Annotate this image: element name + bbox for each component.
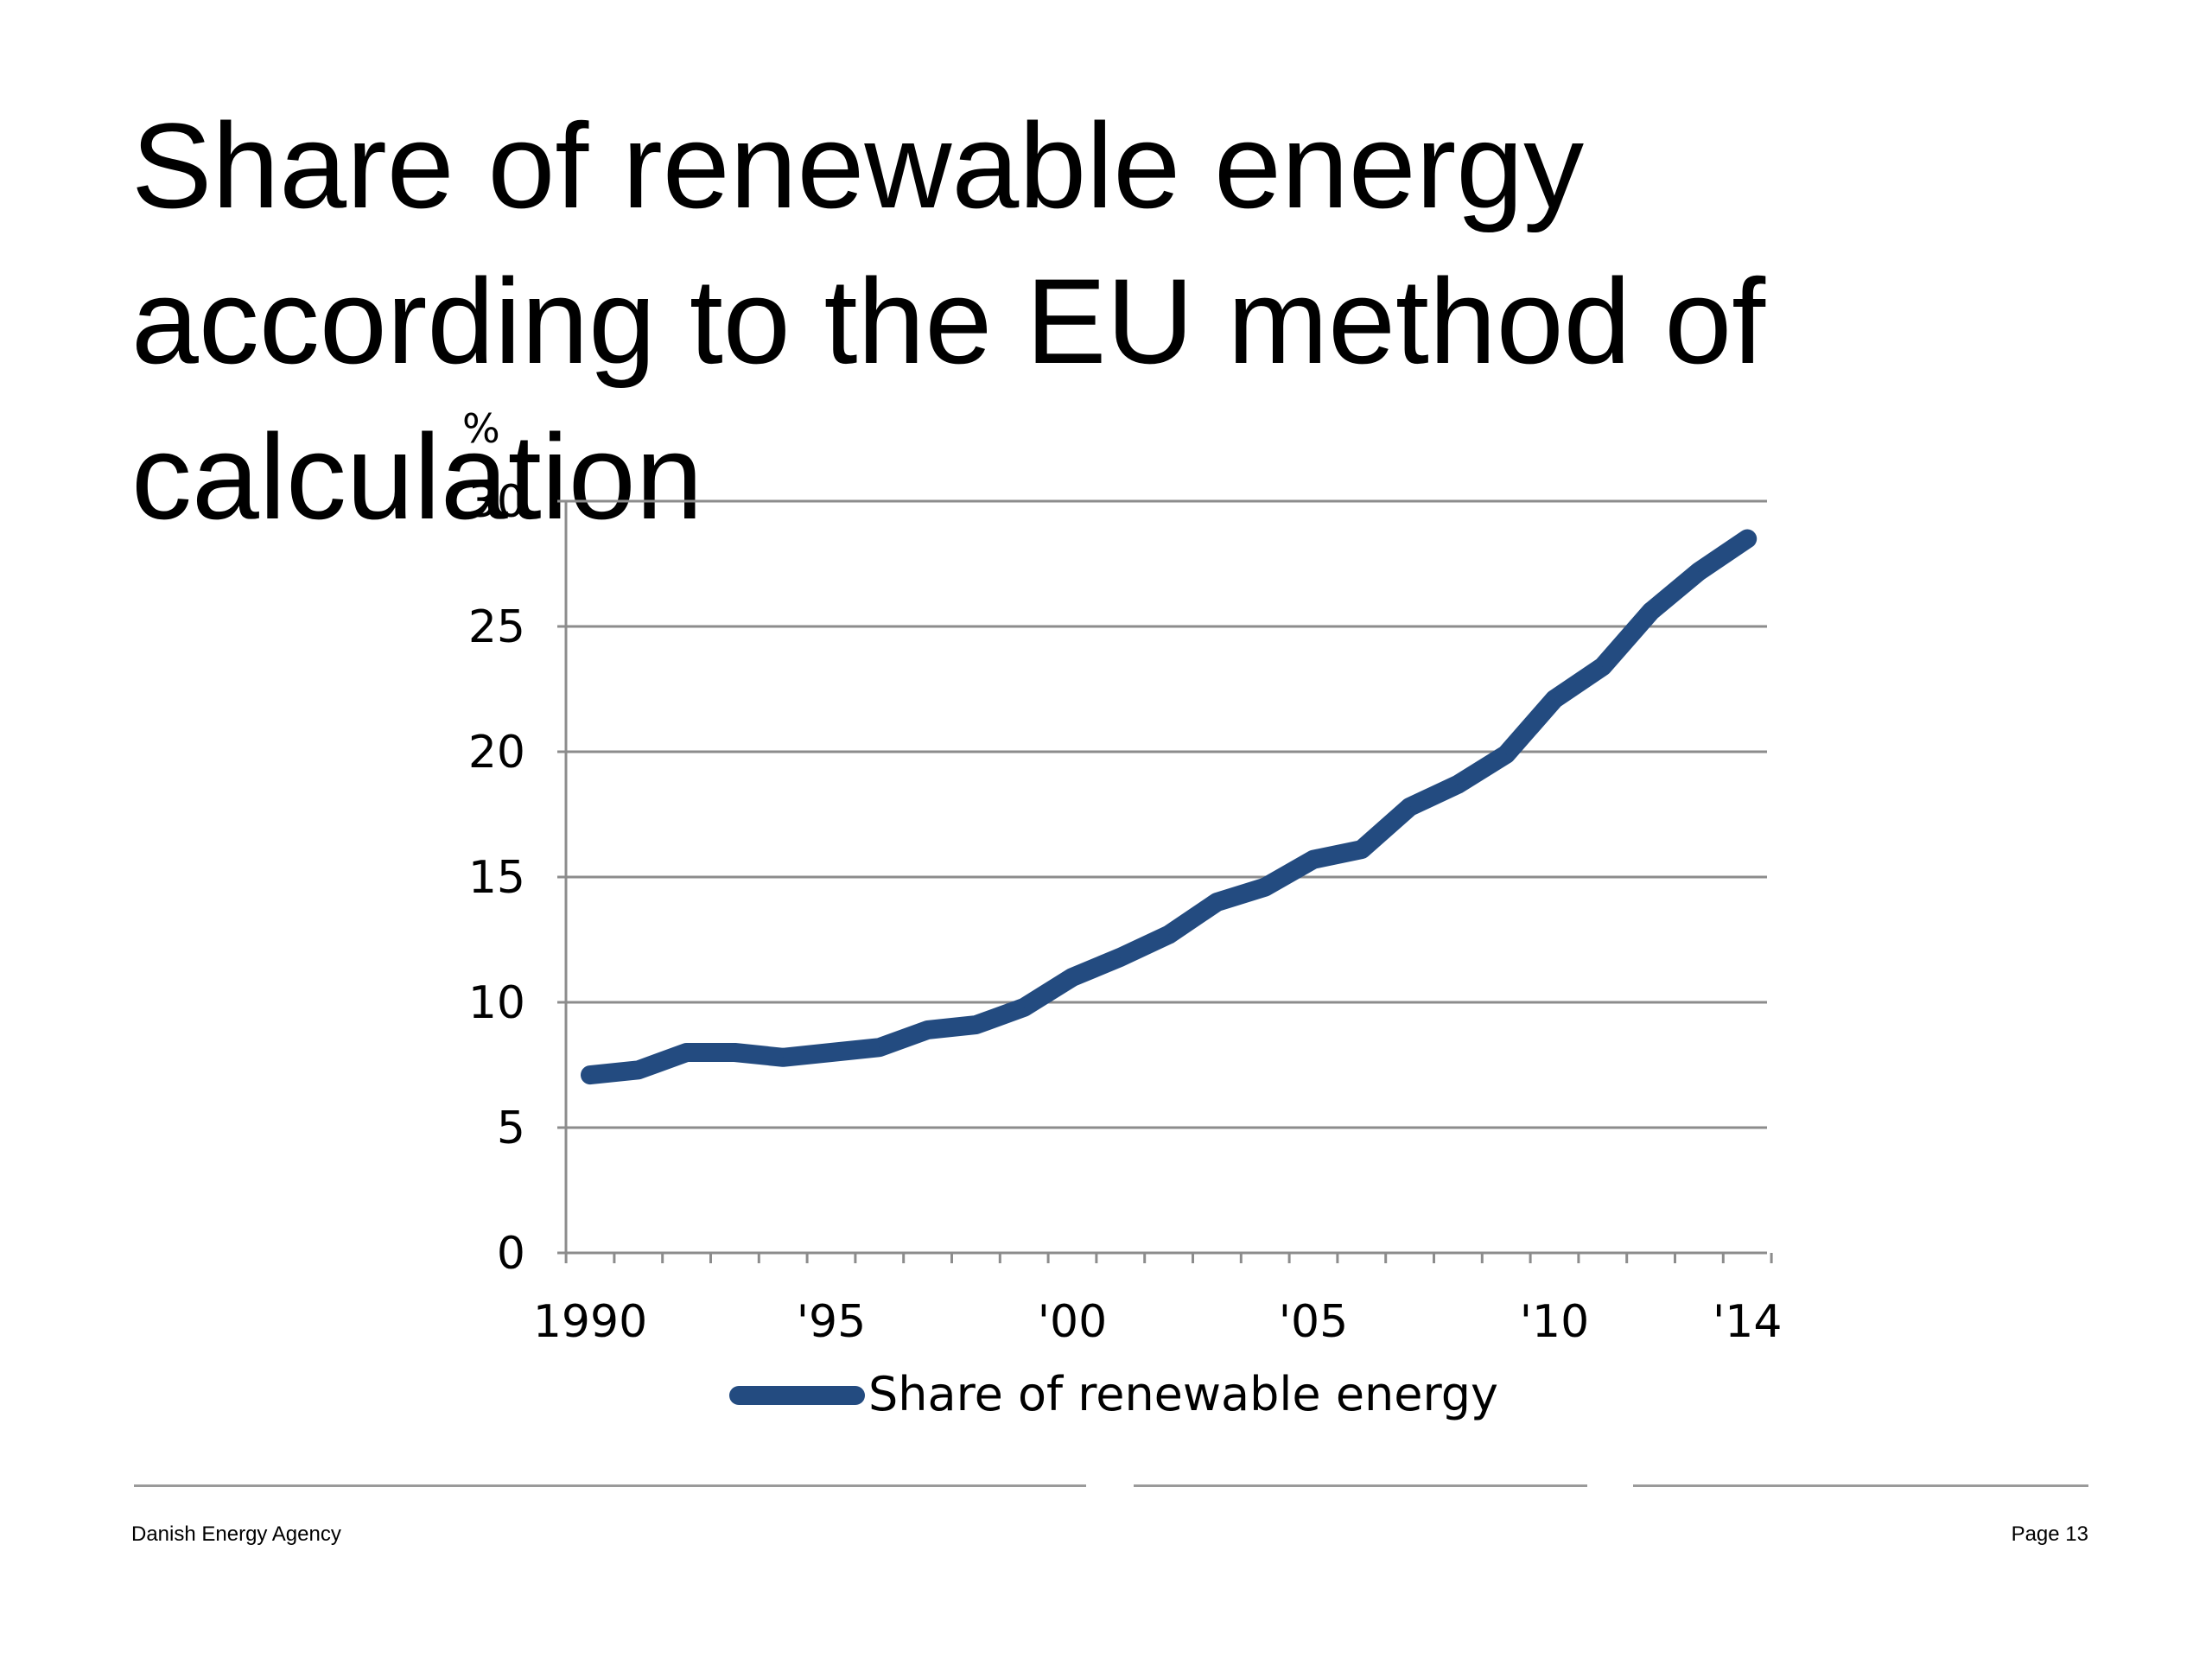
data-point-1995: [830, 1052, 832, 1053]
x-tick-label-2010: '10: [1520, 1296, 1589, 1348]
data-point-2009: [1505, 753, 1507, 755]
data-point-2006: [1361, 849, 1363, 850]
data-point-1993: [734, 1052, 735, 1053]
x-tick-label-2005: '05: [1279, 1296, 1348, 1348]
data-point-2008: [1457, 784, 1459, 785]
x-tick-label-1995: '95: [797, 1296, 866, 1348]
y-axis-unit-label: %: [462, 405, 500, 452]
y-tick-label-20: 20: [468, 727, 525, 779]
data-point-2007: [1409, 806, 1411, 808]
data-point-1992: [686, 1052, 688, 1053]
gridlines: [566, 499, 1767, 1129]
y-tick-label-30: 30: [468, 476, 525, 528]
data-point-2014: [1746, 538, 1748, 539]
y-tick-labels: 0 5 10 15 20 25 30: [468, 476, 525, 1280]
footer-divider-middle: [1134, 1484, 1587, 1487]
data-point-2005: [1313, 859, 1314, 861]
legend-label: Share of renewable energy: [868, 1367, 1498, 1421]
slide-title: Share of renewable energy according to t…: [131, 98, 1766, 544]
y-tick-label-0: 0: [497, 1228, 525, 1280]
series-group: [581, 529, 1758, 1085]
data-point-1994: [782, 1057, 784, 1058]
data-point-2000: [1071, 976, 1073, 978]
series-line-0: [581, 529, 1758, 1085]
data-point-2010: [1554, 698, 1555, 700]
data-point-1991: [638, 1069, 639, 1071]
footer-divider-left: [134, 1484, 1086, 1487]
data-point-1997: [927, 1029, 929, 1031]
x-tick-label-2000: '00: [1038, 1296, 1107, 1348]
x-tick-label-1990: 1990: [533, 1296, 647, 1348]
footer-divider-right: [1633, 1484, 2088, 1487]
data-point-1990: [589, 1074, 591, 1076]
x-tick-labels: 1990 '95 '00 '05 '10 '14: [533, 1296, 1783, 1348]
data-point-2012: [1650, 611, 1652, 613]
y-tick-label-10: 10: [468, 977, 525, 1029]
footer-page-number: Page 13: [2011, 1522, 2088, 1546]
x-tick-label-2014: '14: [1713, 1296, 1782, 1348]
axes: [557, 499, 1773, 1263]
footer-organization: Danish Energy Agency: [131, 1522, 341, 1546]
y-tick-label-5: 5: [497, 1103, 525, 1154]
legend: Share of renewable energy: [729, 1367, 1498, 1421]
y-tick-label-25: 25: [468, 601, 525, 653]
data-point-1996: [879, 1046, 880, 1048]
data-point-2011: [1602, 665, 1604, 667]
y-tick-label-15: 15: [468, 852, 525, 904]
data-point-2013: [1698, 570, 1700, 572]
data-point-2002: [1168, 934, 1170, 936]
